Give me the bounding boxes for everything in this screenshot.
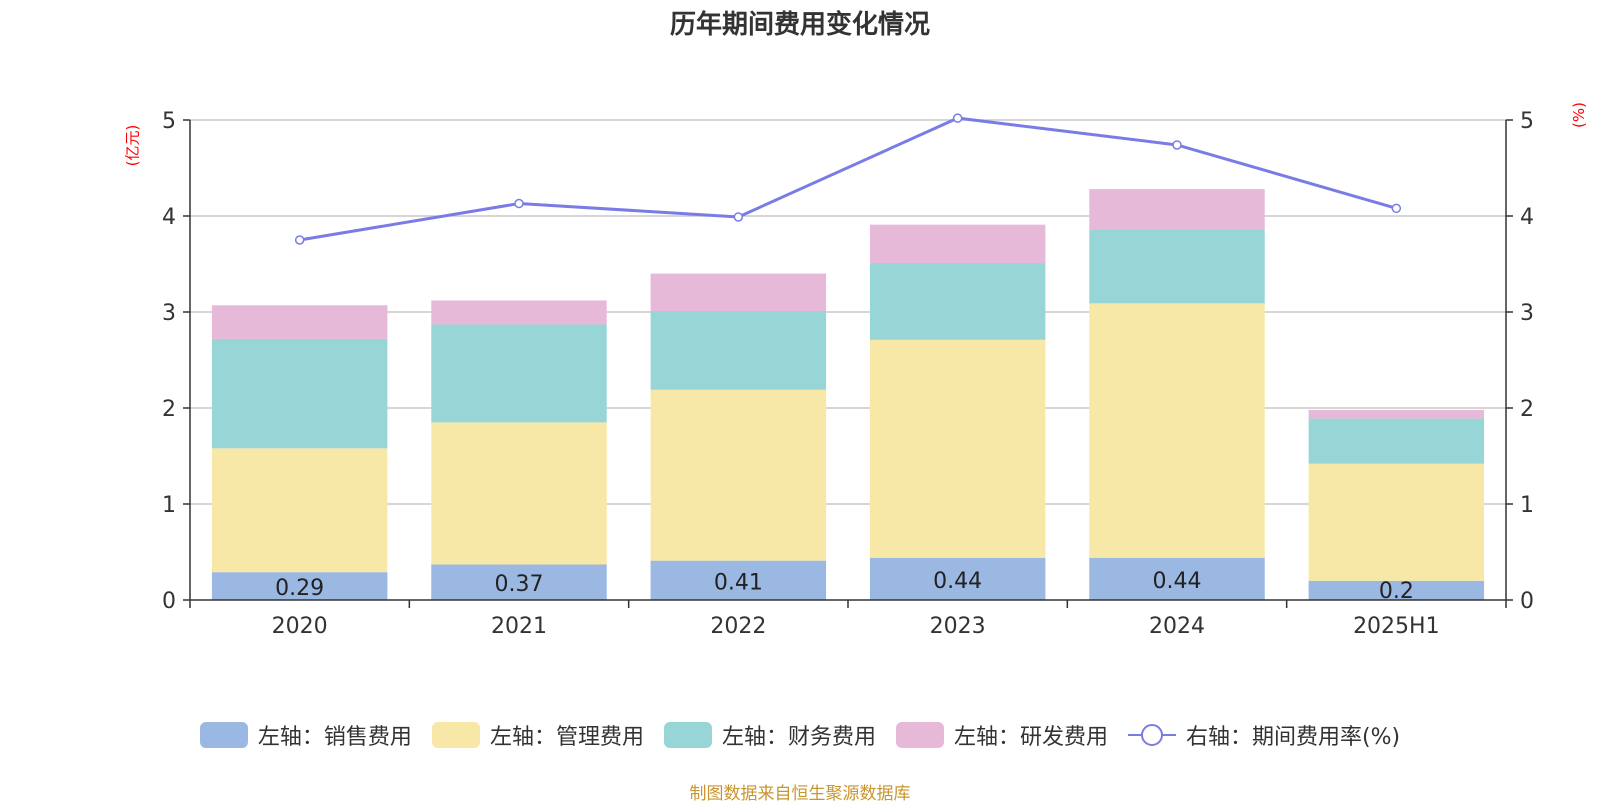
bar-segment [650,273,827,312]
legend-swatch-rnd [895,722,944,748]
bar-segment [650,560,827,600]
legend-item-finance[interactable]: 左轴：财务费用 [663,719,876,751]
right-tick-label: 0 [1520,589,1534,614]
left-tick-label: 1 [162,493,176,518]
bar-segment [650,389,827,561]
left-tick-label: 0 [162,589,176,614]
bar-segment [431,564,607,600]
legend-label-rate: 右轴：期间费用率(%) [1185,725,1401,750]
legend-item-rnd[interactable]: 左轴：研发费用 [895,719,1108,751]
legend-swatch-finance [663,722,712,748]
left-tick-label: 3 [162,301,176,326]
left-tick-label: 5 [162,109,176,134]
bar-segment [869,557,1046,600]
right-tick-label: 5 [1520,109,1534,134]
rate-point [733,212,744,222]
bar-segment [1308,580,1485,600]
legend-swatch-sales [199,722,248,748]
bar-segment [1089,303,1265,558]
left-tick-label: 4 [162,205,176,230]
x-tick-label: 2022 [710,614,766,639]
x-tick-label: 2024 [1149,614,1205,639]
bar-segment [1089,557,1265,600]
legend-label-admin: 左轴：管理费用 [489,725,644,750]
bar-segment [1089,229,1265,304]
legend-line-circle-icon [1127,724,1176,746]
right-tick-label: 1 [1520,493,1534,518]
x-tick-label: 2025H1 [1353,614,1440,639]
bar-segment [211,572,388,600]
bar-segment [1308,418,1485,464]
legend-item-admin[interactable]: 左轴：管理费用 [431,719,644,751]
legend-item-sales[interactable]: 左轴：销售费用 [199,719,412,751]
right-tick-label: 3 [1520,301,1534,326]
legend-label-rnd: 左轴：研发费用 [953,725,1108,750]
rate-point [1172,140,1182,150]
bar-data-label: 0.37 [495,572,544,597]
bar-segment [431,300,607,325]
x-tick-label: 2023 [930,614,986,639]
right-tick-label: 4 [1520,205,1534,230]
left-tick-label: 2 [162,397,176,422]
chart-legend: 左轴：销售费用 左轴：管理费用 左轴：财务费用 左轴：研发费用 右轴：期间费用率… [0,719,1600,751]
bar-segment [1308,409,1485,419]
rate-point [294,235,305,245]
chart-title: 历年期间费用变化情况 [669,10,930,40]
bar-segment [1089,189,1265,230]
bar-segment [869,263,1046,340]
bar-data-label: 0.41 [714,570,763,595]
bar-segment [869,339,1046,558]
x-tick-label: 2021 [491,614,547,639]
bar-data-label: 0.44 [933,569,982,594]
rate-point [514,198,524,209]
bar-segment [211,448,388,573]
right-tick-label: 2 [1520,397,1534,422]
rate-point [952,113,963,123]
legend-label-sales: 左轴：销售费用 [257,725,412,750]
bar-data-label: 0.44 [1153,569,1202,594]
bar-segment [1308,463,1485,581]
legend-label-finance: 左轴：财务费用 [721,725,876,750]
x-tick-label: 2020 [272,614,328,639]
bar-segment [211,305,388,339]
bar-data-label: 0.29 [275,576,324,601]
data-source-note: 制图数据来自恒生聚源数据库 [689,784,911,804]
rate-point [1391,203,1402,214]
bar-segment [431,324,607,423]
legend-item-rate[interactable]: 右轴：期间费用率(%) [1127,719,1401,751]
bar-segment [211,338,388,449]
bar-segment [431,422,607,565]
bar-segment [869,224,1046,264]
legend-swatch-admin [431,722,480,748]
rate-line [299,116,1397,242]
bar-segment [650,311,827,390]
